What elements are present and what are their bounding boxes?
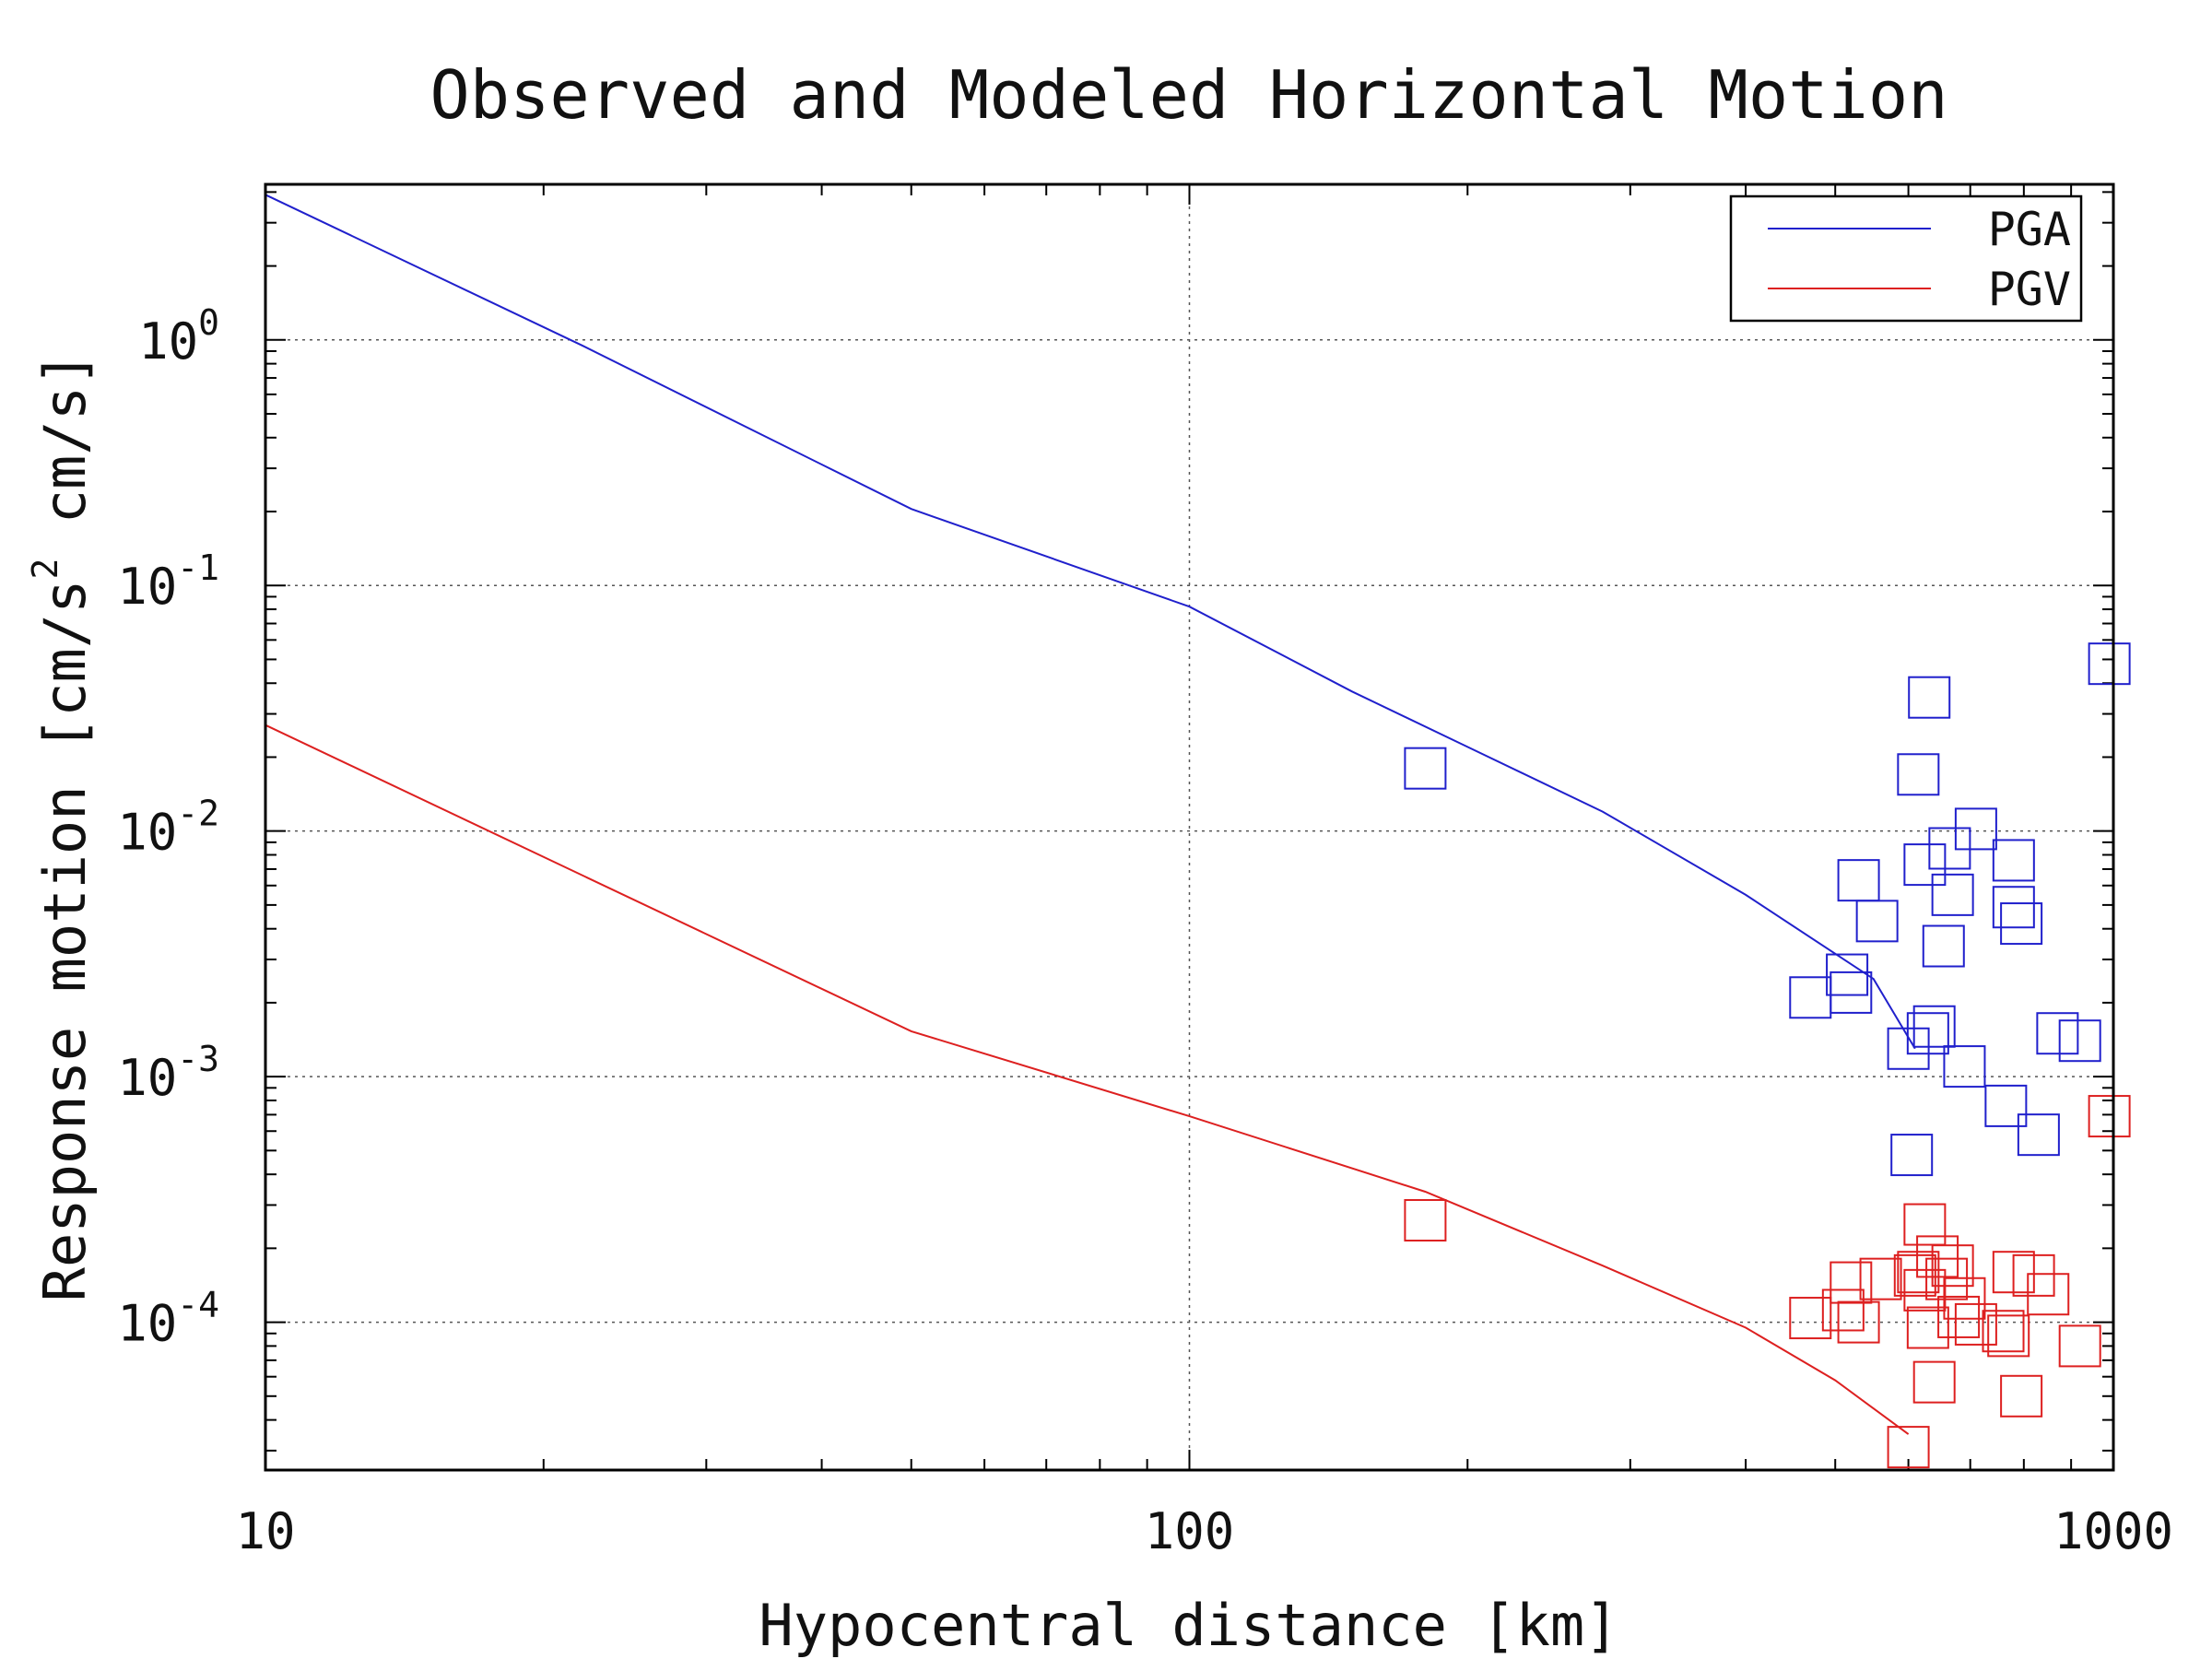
data-point-pgv — [1987, 1314, 2030, 1358]
data-point-pga — [1826, 953, 1869, 996]
data-point-pga — [1931, 873, 1974, 916]
data-point-pgv — [1982, 1310, 2025, 1353]
data-point-pga — [2036, 1012, 2079, 1055]
data-point-pgv — [1906, 1306, 1949, 1349]
data-point-pgv — [1887, 1426, 1930, 1469]
x-tick-label: 10 — [235, 1502, 295, 1560]
x-tick-labels: 10 100 1000 — [235, 1502, 2173, 1560]
chart-title: Observed and Modeled Horizontal Motion — [429, 56, 1947, 134]
data-point-pga — [1404, 747, 1447, 790]
model-lines — [265, 194, 1916, 1435]
data-point-pga — [1984, 1084, 2028, 1127]
data-point-pgv — [1830, 1261, 1873, 1304]
data-point-pga — [1943, 1045, 1986, 1088]
data-point-pga — [2000, 902, 2043, 946]
data-point-pgv — [1893, 1253, 1936, 1297]
data-point-pgv — [2027, 1273, 2070, 1316]
x-axis-label: Hypocentral distance [km] — [759, 1592, 1618, 1659]
y-tick-labels: 100 10-1 10-2 10-3 10-4 — [117, 302, 219, 1353]
data-point-pgv — [1837, 1300, 1880, 1344]
data-point-pgv — [2000, 1374, 2043, 1418]
legend-label-pga: PGA — [1988, 203, 2071, 256]
data-point-pgv — [1897, 1251, 1940, 1294]
data-point-pga — [1992, 886, 2035, 929]
data-point-pga — [1908, 676, 1951, 719]
model-line-pga — [265, 194, 1916, 1050]
y-tick-label: 10-2 — [117, 794, 219, 862]
y-tick-label: 100 — [138, 302, 219, 371]
data-point-pgv — [2058, 1324, 2101, 1368]
minor-ticks — [265, 184, 2113, 1470]
data-point-pga — [1954, 807, 1997, 851]
plot-frame — [264, 182, 2115, 1472]
data-point-pga — [1922, 924, 1965, 968]
data-point-pga — [1906, 1012, 1949, 1055]
data-point-pgv — [2012, 1253, 2055, 1297]
data-point-pgv — [1821, 1288, 1865, 1332]
data-point-pga — [1992, 839, 2035, 882]
data-point-pgv — [1789, 1297, 1832, 1340]
data-point-pga — [2017, 1113, 2060, 1157]
y-axis-label-superscript: 2 — [25, 559, 65, 580]
x-tick-label: 100 — [1145, 1502, 1235, 1560]
legend: PGA PGV — [1729, 194, 2083, 323]
data-point-pga — [2058, 1019, 2101, 1063]
data-point-pga — [1890, 1134, 1934, 1177]
data-point-pgv — [1931, 1244, 1974, 1288]
data-point-pga — [1912, 1005, 1956, 1048]
data-point-pgv — [1859, 1257, 1902, 1300]
data-point-pgv — [1912, 1360, 1956, 1404]
data-point-pga — [1897, 753, 1940, 796]
y-tick-label: 10-1 — [117, 547, 219, 616]
observed-points — [1404, 642, 2131, 1469]
data-point-pga — [1855, 900, 1899, 943]
data-point-pgv — [2088, 1095, 2131, 1138]
x-tick-label: 1000 — [2053, 1502, 2173, 1560]
data-point-pga — [1830, 971, 1873, 1014]
model-line-pgv — [265, 724, 1910, 1435]
data-point-pga — [1903, 843, 1947, 887]
data-point-pgv — [1954, 1302, 1997, 1346]
y-tick-label: 10-3 — [117, 1039, 219, 1107]
legend-label-pgv: PGV — [1988, 263, 2071, 316]
data-point-pgv — [1943, 1277, 1986, 1320]
grid-lines — [265, 184, 2113, 1470]
y-tick-label: 10-4 — [117, 1285, 219, 1353]
y-axis-label: Response motion [cm/s2 cm/s] — [25, 352, 99, 1302]
y-axis-label-suffix: cm/s] — [31, 352, 99, 559]
data-point-pgv — [1937, 1295, 1981, 1338]
legend-box — [1729, 194, 2083, 323]
data-point-pgv — [1916, 1235, 1959, 1278]
y-axis-label-prefix: Response motion [cm/s — [31, 579, 99, 1301]
data-point-pga — [2088, 642, 2131, 686]
data-point-pgv — [1404, 1199, 1447, 1242]
data-point-pgv — [1903, 1203, 1947, 1246]
